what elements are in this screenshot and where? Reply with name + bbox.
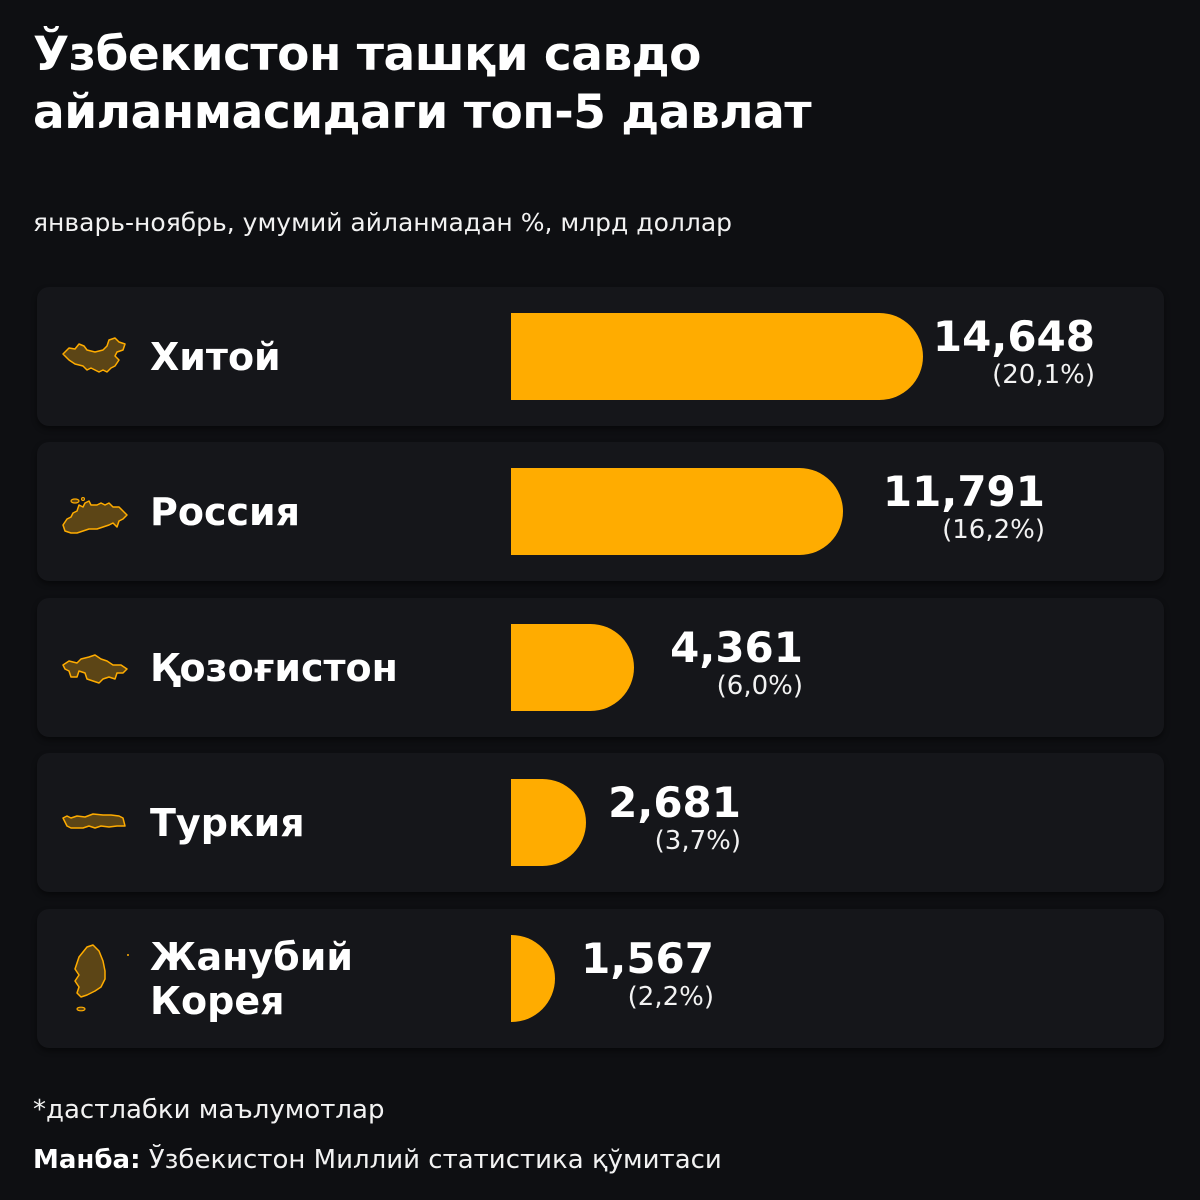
- kazakhstan-map-icon: [59, 631, 131, 703]
- value-bar: [511, 468, 843, 555]
- bar-row-turkey: Туркия 2,681 (3,7%): [37, 753, 1164, 892]
- bar-row-kazakhstan: Қозоғистон 4,361 (6,0%): [37, 598, 1164, 737]
- trade-share: (2,2%): [627, 982, 714, 1012]
- value-label: 1,567 (2,2%): [567, 934, 714, 1013]
- china-map-icon: [59, 320, 131, 392]
- country-label: Туркия: [150, 800, 305, 845]
- value-bar: [511, 935, 555, 1022]
- chart-subtitle: январь-ноябрь, умумий айланмадан %, млрд…: [33, 208, 733, 237]
- source-label: Манба:: [33, 1145, 141, 1175]
- value-label: 14,648 (20,1%): [917, 312, 1095, 391]
- source-line: Манба: Ўзбекистон Миллий статистика қўми…: [33, 1143, 722, 1177]
- bar-row-china: Хитой 14,648 (20,1%): [37, 287, 1164, 426]
- trade-value: 11,791: [882, 467, 1045, 516]
- trade-share: (3,7%): [654, 826, 741, 856]
- trade-value: 2,681: [608, 778, 741, 827]
- footnote: *дастлабки маълумотлар: [33, 1095, 385, 1125]
- country-label: Хитой: [150, 334, 281, 379]
- value-bar: [511, 624, 634, 711]
- bar-row-south-korea: Жанубий Корея 1,567 (2,2%): [37, 909, 1164, 1048]
- country-label: Қозоғистон: [150, 645, 398, 690]
- value-bar: [511, 313, 923, 400]
- trade-share: (6,0%): [716, 671, 803, 701]
- value-label: 11,791 (16,2%): [857, 467, 1045, 546]
- turkey-map-icon: [59, 786, 131, 858]
- trade-value: 1,567: [581, 934, 714, 983]
- country-label: Жанубий Корея: [150, 934, 353, 1023]
- country-label: Россия: [150, 489, 301, 534]
- trade-value: 4,361: [670, 623, 803, 672]
- chart-title: Ўзбекистон ташқи савдо айланмасидаги топ…: [33, 27, 812, 140]
- trade-share: (16,2%): [942, 515, 1045, 545]
- value-bar: [511, 779, 586, 866]
- trade-value: 14,648: [932, 312, 1095, 361]
- source-text: Ўзбекистон Миллий статистика қўмитаси: [148, 1145, 722, 1175]
- bar-row-russia: Россия 11,791 (16,2%): [37, 442, 1164, 581]
- value-label: 4,361 (6,0%): [657, 623, 803, 702]
- russia-map-icon: [59, 475, 131, 547]
- trade-share: (20,1%): [992, 360, 1095, 390]
- south-korea-map-icon: [59, 937, 131, 1021]
- value-label: 2,681 (3,7%): [597, 778, 741, 857]
